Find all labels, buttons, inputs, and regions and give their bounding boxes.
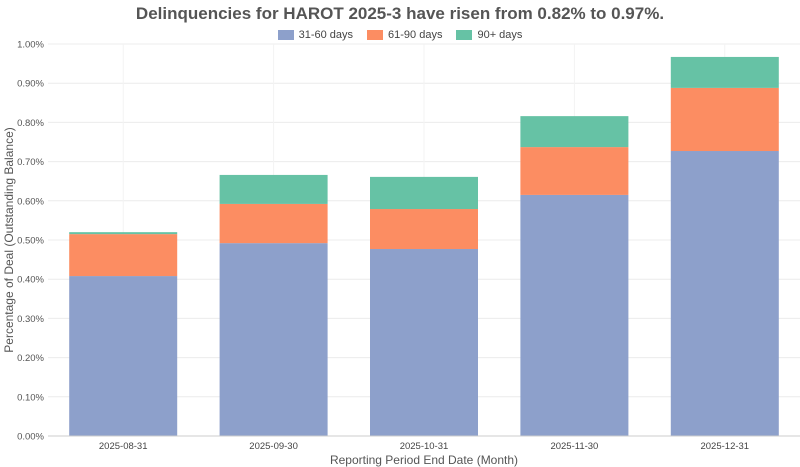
y-tick-label: 1.00% (17, 40, 44, 51)
bar-segment-90-days (219, 174, 328, 204)
x-tick-label: 2025-12-31 (700, 441, 749, 452)
bar-segment-31-60-days (69, 276, 178, 436)
bar-segment-90-days (69, 232, 178, 235)
x-tick-label: 2025-09-30 (249, 441, 298, 452)
bar-segment-31-60-days (670, 151, 779, 437)
bar-segment-31-60-days (219, 243, 328, 436)
chart-title: Delinquencies for HAROT 2025-3 have rise… (135, 4, 665, 23)
legend: 31-60 days 61-90 days 90+ days (0, 29, 800, 41)
x-tick-label: 2025-11-30 (550, 441, 598, 452)
legend-swatch (367, 30, 384, 40)
bar-segment-61-90-days (670, 87, 779, 152)
y-tick-label: 0.70% (17, 157, 44, 168)
legend-label: 90+ days (477, 29, 523, 41)
legend-label: 61-90 days (388, 29, 443, 41)
bar-segment-61-90-days (219, 203, 328, 244)
y-tick-label: 0.50% (17, 236, 44, 247)
y-tick-label: 0.20% (17, 353, 44, 364)
legend-item-61-90[interactable]: 61-90 days (367, 29, 442, 41)
bar-segment-31-60-days (520, 194, 629, 436)
bar-segment-90-days (370, 176, 478, 210)
bar-segment-61-90-days (370, 209, 478, 250)
x-tick-label: 2025-08-31 (99, 441, 148, 452)
bar-segment-61-90-days (520, 147, 629, 195)
legend-swatch (277, 30, 294, 40)
y-tick-label: 0.00% (17, 432, 44, 443)
y-tick-label: 0.90% (17, 79, 44, 90)
bar-segment-31-60-days (370, 249, 478, 436)
legend-item-31-60[interactable]: 31-60 days (277, 29, 354, 41)
y-tick-label: 0.10% (17, 392, 44, 403)
legend-label: 31-60 days (298, 29, 354, 41)
bar-segment-90-days (520, 116, 629, 148)
y-tick-label: 0.30% (17, 314, 44, 325)
bar-segment-61-90-days (69, 234, 178, 277)
y-tick-label: 0.80% (17, 118, 44, 129)
x-axis-label: Reporting Period End Date (Month) (330, 453, 518, 467)
y-tick-label: 0.60% (17, 196, 44, 207)
y-axis-label: Percentage of Deal (Outstanding Balance) (2, 127, 16, 352)
y-tick-label: 0.40% (17, 275, 44, 286)
bar-segment-90-days (670, 56, 779, 88)
legend-swatch (456, 30, 473, 40)
legend-item-90plus[interactable]: 90+ days (456, 29, 522, 41)
x-tick-label: 2025-10-31 (400, 441, 449, 452)
